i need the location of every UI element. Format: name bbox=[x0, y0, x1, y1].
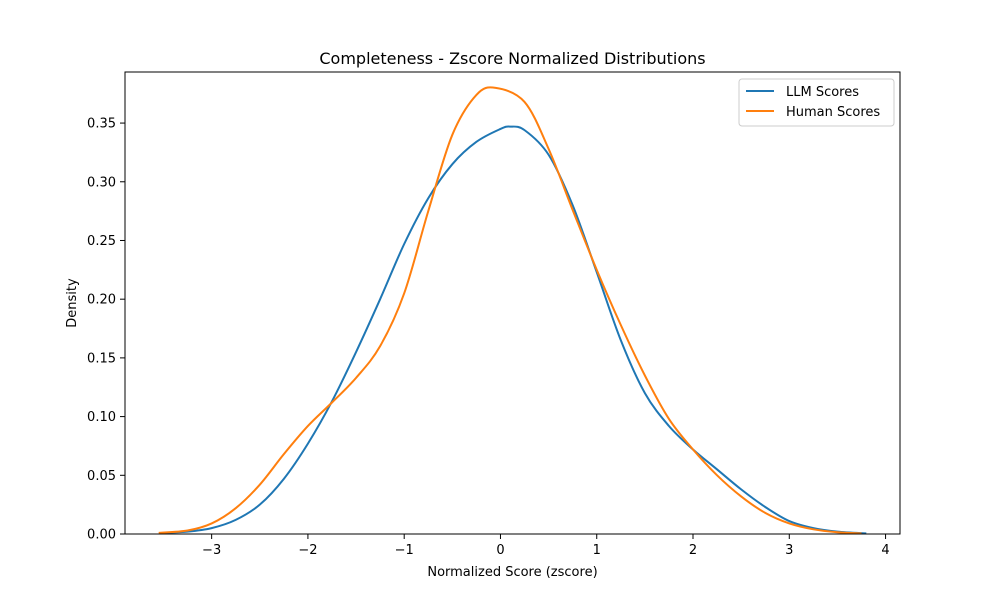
x-tick-label: 0 bbox=[496, 543, 504, 558]
y-tick-label: 0.10 bbox=[87, 410, 116, 425]
x-tick-label: −3 bbox=[202, 543, 221, 558]
legend-label-human: Human Scores bbox=[786, 105, 880, 120]
legend-label-llm: LLM Scores bbox=[786, 85, 859, 100]
x-tick-label: −2 bbox=[298, 543, 317, 558]
series-lines bbox=[158, 86, 867, 535]
legend: LLM Scores Human Scores bbox=[738, 78, 895, 127]
y-tick-label: 0.15 bbox=[87, 351, 116, 366]
plot-frame bbox=[124, 71, 901, 535]
y-tick-label: 0.30 bbox=[87, 175, 116, 190]
legend-box bbox=[738, 78, 895, 127]
x-tick-label: −1 bbox=[395, 543, 414, 558]
series-line-llm bbox=[163, 125, 867, 535]
y-tick-label: 0.35 bbox=[87, 117, 116, 132]
y-axis-label: Density bbox=[65, 278, 80, 328]
x-tick-label: 2 bbox=[689, 543, 697, 558]
y-tick-label: 0.05 bbox=[87, 469, 116, 484]
y-tick-label: 0.25 bbox=[87, 234, 116, 249]
chart-title: Completeness - Zscore Normalized Distrib… bbox=[319, 49, 705, 68]
x-tick-label: 4 bbox=[881, 543, 889, 558]
axis-ticks: −3 −2 −1 0 1 2 3 4 0.00 0.05 0.10 0.15 0.20 0.25 0.30 0… bbox=[87, 117, 890, 558]
x-tick-label: 3 bbox=[785, 543, 793, 558]
x-axis-label: Normalized Score (zscore) bbox=[427, 565, 597, 580]
y-tick-label: 0.00 bbox=[87, 528, 116, 543]
x-tick-label: 1 bbox=[593, 543, 601, 558]
y-tick-label: 0.20 bbox=[87, 293, 116, 308]
series-line-human bbox=[158, 86, 862, 535]
